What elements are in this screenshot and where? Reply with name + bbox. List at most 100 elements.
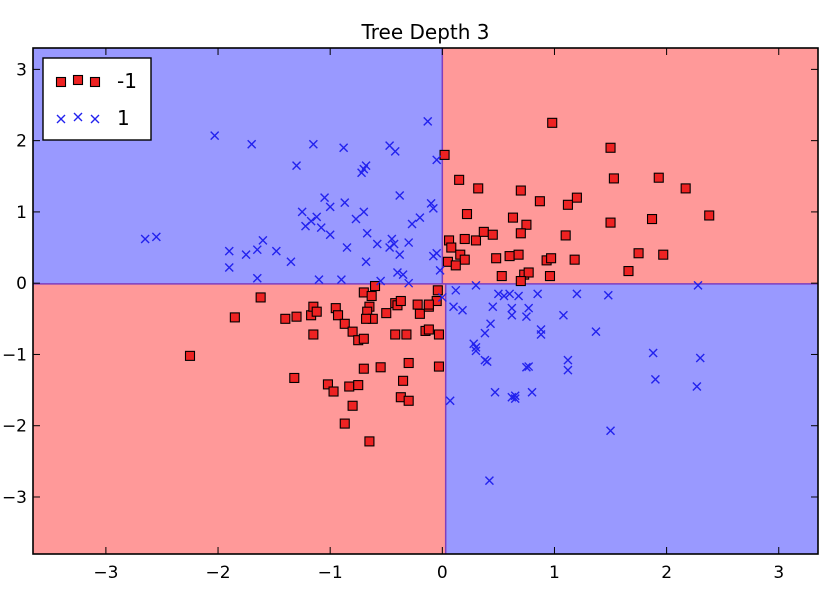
data-point-positive [320, 193, 330, 203]
data-point-positive [359, 164, 369, 174]
data-point-positive [435, 265, 445, 275]
x-tick-label: 1 [549, 563, 560, 583]
x-tick-label: −2 [206, 563, 231, 583]
data-point-negative [414, 308, 425, 319]
data-point-positive [527, 387, 537, 397]
data-point-negative [358, 333, 369, 344]
legend: -1 1 [42, 57, 152, 141]
data-point-negative [658, 249, 669, 260]
data-point-negative [369, 280, 381, 292]
decision-region-negative [442, 48, 818, 284]
data-point-negative [491, 253, 502, 264]
data-point-positive [449, 302, 459, 312]
data-point-positive [521, 312, 531, 322]
data-point-positive [342, 243, 352, 253]
data-point-negative [504, 251, 515, 262]
data-point-negative [423, 299, 434, 310]
data-point-negative [289, 372, 300, 384]
data-point-positive [210, 131, 220, 141]
data-point-negative [361, 313, 372, 324]
data-point-positive [536, 330, 546, 339]
data-point-negative [544, 271, 556, 282]
decision-boundaries [33, 48, 818, 554]
data-point-positive [480, 355, 490, 365]
data-point-positive [648, 348, 658, 358]
data-point-positive [390, 146, 400, 156]
data-point-positive [292, 161, 302, 171]
data-point-positive [451, 285, 461, 295]
data-point-positive [395, 191, 405, 201]
decision-regions [33, 48, 818, 554]
data-point-positive [533, 289, 543, 299]
data-points [140, 116, 715, 486]
data-point-positive [389, 239, 399, 249]
data-point-negative [423, 324, 434, 335]
legend-x-marker [73, 112, 83, 122]
data-point-positive [336, 275, 346, 285]
data-point-positive [415, 213, 425, 223]
data-point-positive [325, 202, 335, 212]
data-point-negative [633, 248, 644, 259]
data-point-positive [499, 291, 509, 301]
x-tick-label: −1 [318, 563, 343, 583]
y-tick-label: −1 [2, 345, 27, 365]
data-point-negative [571, 192, 582, 203]
data-point-positive [480, 328, 490, 338]
data-point-negative [653, 172, 664, 183]
data-point-negative [308, 329, 319, 340]
legend-label-negative: -1 [117, 69, 137, 93]
data-point-negative [546, 253, 557, 264]
data-point-negative [459, 233, 470, 245]
data-point-negative [280, 313, 291, 324]
decision-region-positive [445, 283, 818, 554]
data-point-negative [623, 266, 634, 277]
data-point-positive [316, 223, 326, 233]
data-point-negative [454, 174, 465, 185]
x-axis-ticks: −3 −2 −1 0 1 2 3 [93, 48, 784, 583]
legend-square-marker [55, 76, 67, 88]
data-point-negative [608, 173, 619, 184]
data-point-negative [470, 235, 482, 246]
data-point-negative [403, 357, 414, 369]
data-point-positive [258, 235, 268, 245]
data-point-negative [515, 228, 526, 239]
data-point-negative [507, 212, 519, 223]
data-point-positive [241, 250, 251, 260]
data-point-negative [433, 329, 445, 340]
data-point-positive [507, 303, 517, 313]
data-point-negative [401, 329, 412, 340]
data-point-positive [392, 267, 402, 277]
data-point-positive [488, 302, 498, 312]
data-point-positive [297, 207, 307, 217]
data-point-positive [695, 353, 705, 363]
data-point-positive [510, 394, 520, 404]
data-point-positive [359, 207, 369, 217]
data-point-positive [484, 476, 494, 486]
data-point-positive [372, 239, 382, 249]
data-point-negative [562, 199, 573, 210]
data-point-positive [351, 214, 361, 224]
data-point-negative [328, 386, 339, 397]
data-point-positive [524, 303, 534, 313]
data-point-negative [569, 254, 580, 265]
data-point-negative [375, 362, 386, 373]
legend-square-marker [89, 76, 101, 88]
data-point-negative [291, 311, 302, 322]
data-point-negative [339, 418, 350, 429]
data-point-negative [487, 229, 498, 240]
data-point-positive [407, 219, 417, 229]
data-point-positive [458, 305, 468, 315]
data-point-positive [308, 139, 318, 149]
data-point-positive [521, 362, 531, 372]
data-point-negative [412, 299, 423, 310]
data-point-positive [314, 275, 324, 285]
data-point-positive [325, 230, 335, 240]
legend-marker-square [55, 74, 101, 88]
data-point-positive [376, 276, 386, 286]
data-point-negative [560, 230, 571, 241]
data-point-negative [547, 117, 558, 128]
data-point-negative [523, 267, 534, 278]
data-point-negative [513, 249, 524, 260]
y-tick-label: 1 [16, 203, 27, 223]
data-point-positive [591, 327, 601, 337]
